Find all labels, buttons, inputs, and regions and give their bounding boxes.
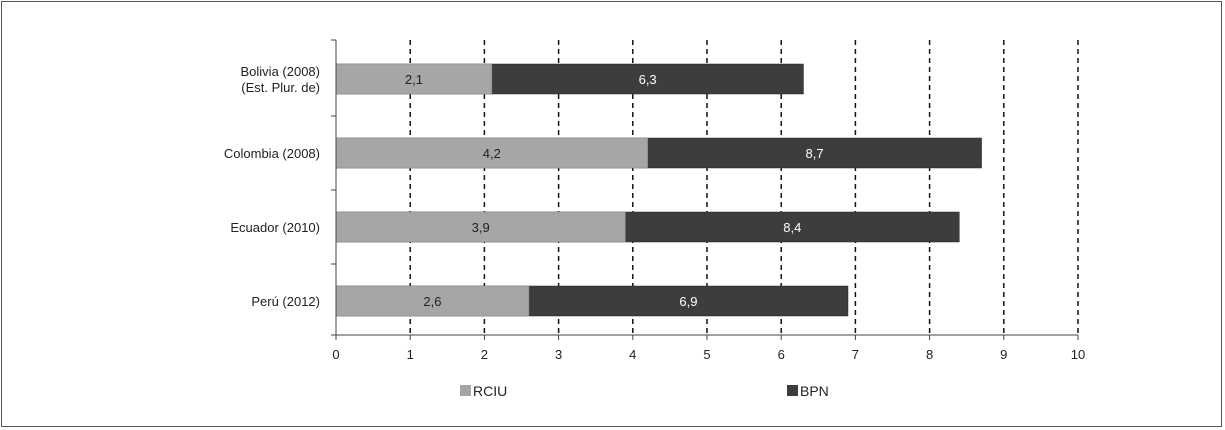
bar-rciu <box>335 211 626 243</box>
x-tick-label: 0 <box>332 347 339 362</box>
data-label-rciu: 2,1 <box>405 72 423 87</box>
x-tick-label: 10 <box>1071 347 1085 362</box>
data-label-bpn: 8,4 <box>783 220 801 235</box>
x-tick-label: 8 <box>926 347 933 362</box>
category-label: (Est. Plur. de) <box>241 80 320 95</box>
x-tick-label: 9 <box>1000 347 1007 362</box>
legend-label: RCIU <box>473 383 507 399</box>
category-label: Colombia (2008) <box>224 146 320 161</box>
x-tick-label: 1 <box>407 347 414 362</box>
x-tick-label: 4 <box>629 347 636 362</box>
bar-rciu <box>335 285 530 317</box>
category-label: Perú (2012) <box>251 294 320 309</box>
legend-swatch <box>460 385 471 396</box>
x-tick-label: 2 <box>481 347 488 362</box>
legend-label: BPN <box>800 383 829 399</box>
bars: 2,1 6,3 4,2 8,7 3,9 8,4 2,6 6,9 <box>335 63 982 317</box>
category-label: Ecuador (2010) <box>230 220 320 235</box>
x-tick-label: 5 <box>703 347 710 362</box>
x-tick-label: 7 <box>852 347 859 362</box>
x-tick-label: 6 <box>778 347 785 362</box>
legend: RCIU BPN <box>460 383 829 399</box>
category-label: Bolivia (2008) <box>241 64 321 79</box>
legend-swatch <box>787 385 798 396</box>
axes: Bolivia (2008)(Est. Plur. de) Colombia (2… <box>224 39 1085 362</box>
data-label-rciu: 3,9 <box>472 220 490 235</box>
data-label-bpn: 6,3 <box>639 72 657 87</box>
data-label-bpn: 6,9 <box>679 294 697 309</box>
data-label-rciu: 2,6 <box>423 294 441 309</box>
data-label-rciu: 4,2 <box>483 146 501 161</box>
data-label-bpn: 8,7 <box>806 146 824 161</box>
x-tick-label: 3 <box>555 347 562 362</box>
